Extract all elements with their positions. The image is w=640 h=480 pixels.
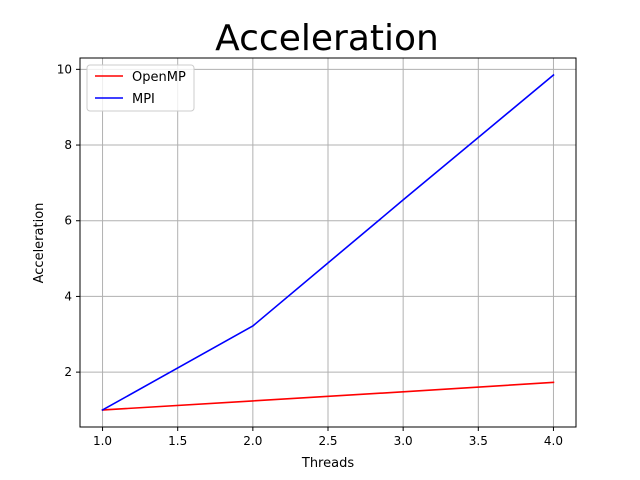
y-tick-label: 4 — [64, 289, 72, 303]
x-tick-label: 3.5 — [469, 434, 488, 448]
y-tick-label: 6 — [64, 214, 72, 228]
x-tick-label: 3.0 — [394, 434, 413, 448]
x-tick-label: 2.5 — [318, 434, 337, 448]
chart-title: Acceleration — [215, 18, 439, 59]
y-tick-label: 8 — [64, 138, 72, 152]
legend-items: OpenMP MPI — [95, 70, 186, 107]
y-axis-label: Acceleration — [32, 203, 47, 284]
x-axis: 1.0 1.5 2.0 2.5 3.0 3.5 4.0 — [93, 427, 563, 448]
series-line-openmp — [101, 381, 555, 411]
x-tick-label: 1.0 — [93, 434, 112, 448]
y-axis: 2 4 6 8 10 — [57, 62, 80, 379]
x-axis-label: Threads — [301, 456, 354, 471]
series-line-mpi — [101, 73, 555, 412]
y-tick-label: 10 — [57, 62, 72, 76]
x-tick-label: 1.5 — [168, 434, 187, 448]
x-tick-label: 4.0 — [544, 434, 563, 448]
grid-lines — [80, 58, 576, 427]
legend: OpenMP MPI — [86, 64, 195, 112]
legend-label-openmp: OpenMP — [132, 70, 186, 85]
series-lines — [101, 73, 555, 412]
legend-label-mpi: MPI — [132, 92, 155, 107]
y-tick-label: 2 — [64, 365, 72, 379]
x-tick-label: 2.0 — [243, 434, 262, 448]
